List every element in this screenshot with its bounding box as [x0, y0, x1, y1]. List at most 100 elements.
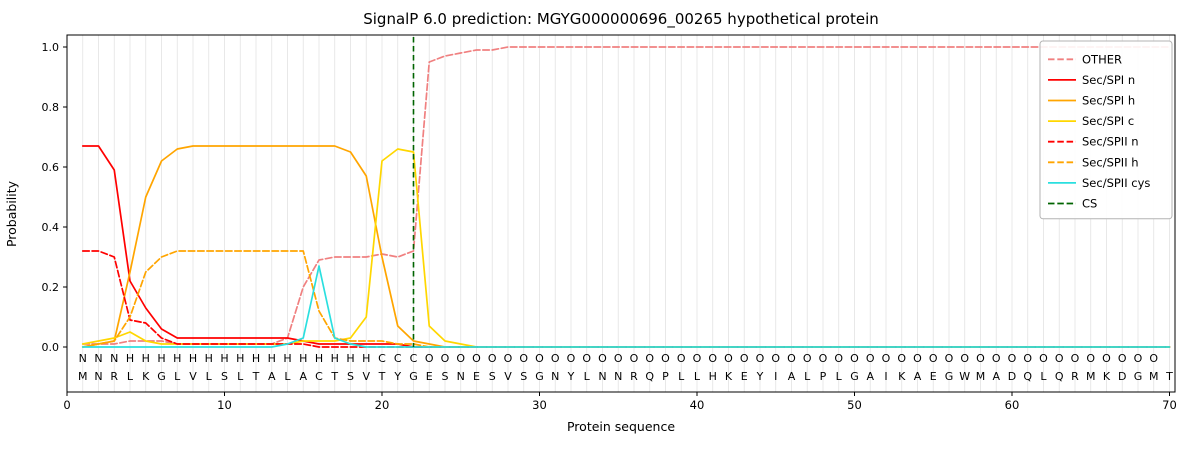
- sequence-letter: R: [110, 370, 118, 383]
- sequence-letter: N: [457, 370, 465, 383]
- annotation-letter: N: [110, 352, 118, 365]
- annotation-letter: O: [929, 352, 938, 365]
- sequence-letter: T: [330, 370, 338, 383]
- annotation-letter: O: [488, 352, 497, 365]
- sequence-letter: S: [347, 370, 354, 383]
- legend-label: CS: [1082, 197, 1097, 211]
- annotation-letter: O: [1134, 352, 1143, 365]
- series-sec-spi-c: [81, 148, 1171, 348]
- sequence-letter: A: [914, 370, 922, 383]
- series-sec-spii-cys: [81, 265, 1171, 348]
- sequence-letter: E: [426, 370, 433, 383]
- y-tick-label: 0.0: [42, 341, 60, 354]
- annotation-letter: O: [913, 352, 922, 365]
- annotation-letter: O: [724, 352, 733, 365]
- annotation-letter: O: [677, 352, 686, 365]
- x-tick-label: 50: [847, 398, 862, 412]
- sequence-letter: H: [709, 370, 717, 383]
- sequence-letter: L: [127, 370, 134, 383]
- x-tick-label: 0: [63, 398, 70, 412]
- sequence-letter: E: [473, 370, 480, 383]
- sequence-letter: S: [442, 370, 449, 383]
- sequence-letter: T: [378, 370, 386, 383]
- sequence-letter: A: [299, 370, 307, 383]
- annotation-letter: H: [205, 352, 213, 365]
- annotation-letter: O: [960, 352, 969, 365]
- annotation-letter: O: [819, 352, 828, 365]
- annotation-letter: O: [472, 352, 481, 365]
- sequence-letter: V: [504, 370, 512, 383]
- annotation-letter: C: [410, 352, 418, 365]
- sequence-letter: E: [930, 370, 937, 383]
- sequence-letter: L: [836, 370, 843, 383]
- annotation-letter: C: [378, 352, 386, 365]
- sequence-letter: R: [1071, 370, 1079, 383]
- legend-label: Sec/SPII cys: [1082, 176, 1150, 190]
- sequence-letter: A: [866, 370, 874, 383]
- sequence-letter: S: [520, 370, 527, 383]
- sequence-letter: G: [1134, 370, 1143, 383]
- annotation-letter: O: [1023, 352, 1032, 365]
- annotation-letter: O: [992, 352, 1001, 365]
- y-tick-label: 0.2: [42, 281, 60, 294]
- annotation-letter: N: [79, 352, 87, 365]
- annotation-letter: O: [504, 352, 513, 365]
- annotation-letter: O: [582, 352, 591, 365]
- sequence-letter: T: [252, 370, 260, 383]
- annotation-letter: O: [1071, 352, 1080, 365]
- annotation-letter: O: [598, 352, 607, 365]
- sequence-letter: A: [268, 370, 276, 383]
- annotation-letter: H: [331, 352, 339, 365]
- sequence-letter: A: [788, 370, 796, 383]
- sequence-letter: Y: [393, 370, 401, 383]
- annotation-letter: O: [976, 352, 985, 365]
- annotation-letter: O: [535, 352, 544, 365]
- sequence-letter: L: [284, 370, 291, 383]
- annotation-letter: H: [236, 352, 244, 365]
- y-tick-label: 0.8: [42, 101, 60, 114]
- sequence-letter: K: [142, 370, 150, 383]
- legend-entry: Sec/SPI h: [1048, 94, 1135, 108]
- annotation-letter: O: [1149, 352, 1158, 365]
- y-axis-label: Probability: [4, 180, 19, 247]
- legend-entry: Sec/SPII cys: [1048, 176, 1150, 190]
- sequence-letter: S: [221, 370, 228, 383]
- sequence-letter: L: [694, 370, 701, 383]
- legend-label: Sec/SPI h: [1082, 94, 1135, 108]
- x-tick-label: 40: [690, 398, 705, 412]
- plot-frame: [66, 34, 1176, 393]
- annotation-letter: N: [94, 352, 102, 365]
- sequence-letter: A: [992, 370, 1000, 383]
- grid-layer: [82, 35, 1170, 392]
- series-other: [81, 46, 1171, 345]
- annotation-letter: O: [441, 352, 450, 365]
- x-tick-label: 70: [1162, 398, 1177, 412]
- annotation-letter: O: [834, 352, 843, 365]
- annotation-letter: O: [645, 352, 654, 365]
- sequence-letter: P: [662, 370, 669, 383]
- annotation-letter: H: [220, 352, 228, 365]
- sequence-letter: N: [551, 370, 559, 383]
- annotation-letter: O: [1039, 352, 1048, 365]
- sequence-letter: K: [898, 370, 906, 383]
- sequence-letter: M: [78, 370, 88, 383]
- annotation-letter: O: [551, 352, 560, 365]
- sequence-letter: P: [820, 370, 827, 383]
- x-tick-label: 60: [1005, 398, 1020, 412]
- sequence-letter: V: [189, 370, 197, 383]
- annotation-letter: H: [362, 352, 370, 365]
- annotation-letter: H: [189, 352, 197, 365]
- sequence-letter: Q: [1023, 370, 1032, 383]
- sequence-letter: G: [535, 370, 544, 383]
- chart-title: SignalP 6.0 prediction: MGYG000000696_00…: [363, 10, 879, 29]
- sequence-letter: V: [362, 370, 370, 383]
- annotation-letter: H: [346, 352, 354, 365]
- legend-label: Sec/SPI n: [1082, 73, 1135, 87]
- annotation-letter: O: [756, 352, 765, 365]
- sequence-letter: M: [976, 370, 986, 383]
- y-tick-label: 0.6: [42, 161, 60, 174]
